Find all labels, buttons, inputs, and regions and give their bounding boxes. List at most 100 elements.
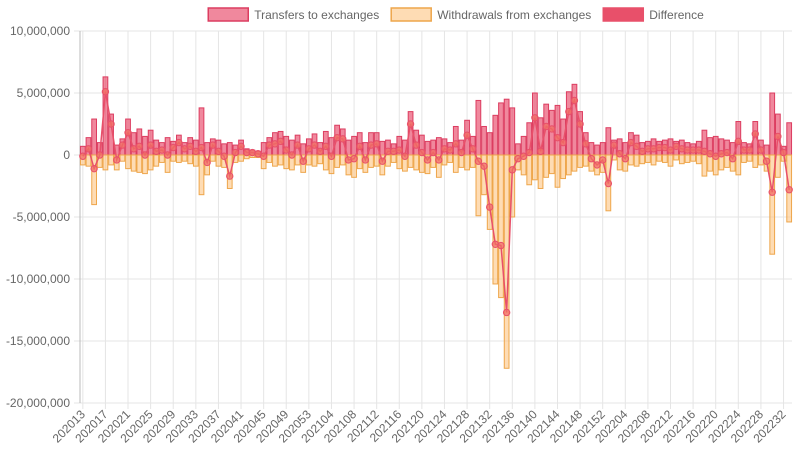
point [435, 156, 443, 164]
bar [452, 154, 459, 173]
point [79, 152, 87, 160]
bar [159, 154, 165, 163]
bar [396, 154, 403, 170]
y-tick-label: -20,000,000 [6, 396, 70, 410]
point [508, 166, 516, 174]
bar [763, 144, 770, 156]
bar [85, 154, 92, 167]
point [406, 120, 415, 128]
point [356, 142, 364, 151]
point [226, 172, 234, 180]
point [316, 147, 324, 155]
bar [520, 135, 527, 156]
point [220, 152, 228, 160]
point [785, 186, 793, 194]
bar [492, 154, 499, 285]
bar [503, 98, 510, 156]
bar [594, 144, 600, 156]
bar [481, 125, 487, 156]
point [372, 140, 381, 148]
bar [385, 154, 391, 167]
bar [413, 154, 420, 171]
bar [192, 154, 199, 167]
bar [786, 122, 793, 156]
legend-swatch [207, 7, 249, 22]
bar [356, 154, 363, 170]
bar [362, 142, 369, 156]
y-tick-label: -15,000,000 [6, 334, 70, 348]
point [203, 158, 211, 167]
bar [469, 154, 476, 168]
bar [125, 154, 131, 170]
bar [418, 154, 425, 173]
point [423, 156, 432, 164]
bar [599, 142, 606, 156]
point [745, 146, 754, 154]
bar [322, 154, 329, 171]
point [768, 188, 776, 196]
point [197, 143, 206, 152]
point [502, 308, 511, 317]
bar [119, 154, 126, 162]
bar [317, 154, 324, 165]
point [525, 148, 533, 157]
point [118, 141, 127, 149]
y-tick-label: 0 [63, 148, 70, 162]
legend-label: Withdrawals from exchanges [437, 8, 591, 22]
bar [368, 154, 374, 168]
point [610, 141, 618, 149]
bar [622, 154, 629, 172]
point [276, 137, 285, 146]
point [751, 130, 759, 138]
point [395, 146, 403, 154]
bar [215, 154, 222, 167]
bar [532, 154, 538, 181]
point [621, 155, 630, 163]
bar [701, 154, 708, 177]
point [378, 157, 387, 165]
bar [673, 154, 680, 161]
point [141, 151, 149, 159]
bar [226, 142, 233, 156]
bar [498, 154, 504, 299]
legend-swatch [602, 7, 645, 22]
point [107, 120, 115, 128]
point [186, 142, 194, 151]
bar [91, 154, 98, 206]
bar [769, 92, 776, 156]
bar [769, 154, 776, 255]
bar [447, 154, 454, 163]
point [728, 155, 737, 163]
point [565, 107, 573, 116]
point [519, 152, 528, 160]
point [299, 157, 307, 165]
bar [334, 154, 340, 168]
bar [515, 143, 521, 156]
point [627, 138, 635, 147]
bar [554, 154, 561, 188]
point [401, 152, 409, 160]
point [282, 146, 290, 154]
bar [390, 154, 397, 163]
point [361, 156, 370, 164]
bar [537, 154, 544, 189]
bar [498, 102, 504, 156]
point [598, 156, 607, 164]
point [113, 156, 121, 164]
bar [130, 154, 137, 172]
bar [283, 154, 290, 170]
bar [475, 154, 482, 217]
bar [746, 154, 753, 162]
point [412, 141, 420, 149]
bar [560, 154, 567, 180]
point [762, 157, 771, 165]
point [96, 151, 104, 159]
point [485, 203, 494, 211]
bar [351, 154, 357, 178]
y-tick-label: 10,000,000 [10, 24, 70, 38]
bar [108, 154, 114, 166]
point [84, 145, 93, 153]
bar [464, 154, 470, 171]
point [463, 131, 471, 139]
